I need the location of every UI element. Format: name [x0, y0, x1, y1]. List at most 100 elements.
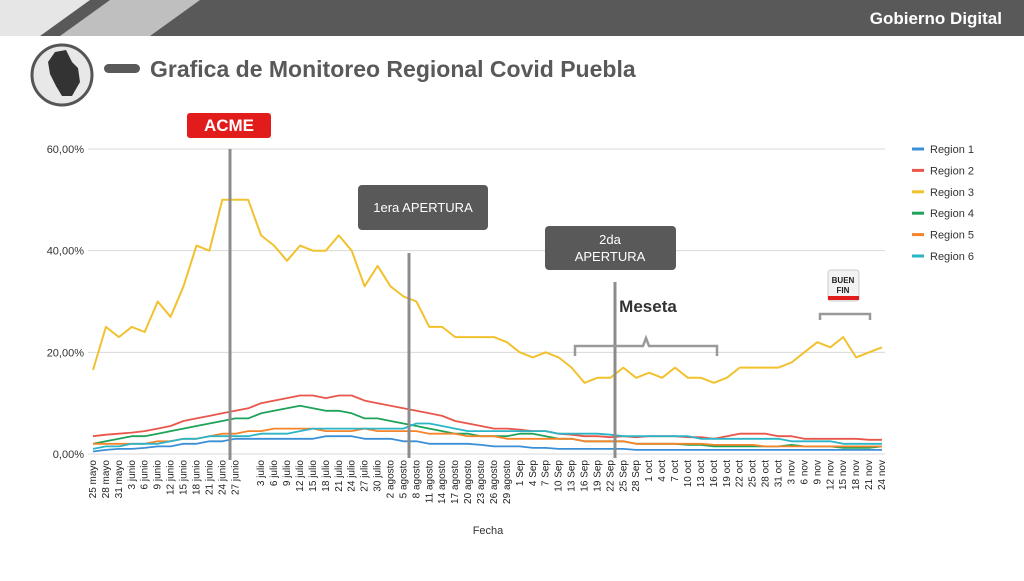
legend-label: Region 4 [930, 208, 974, 220]
x-tick-label: 25 Sep [618, 460, 629, 492]
header-title: Gobierno Digital [870, 9, 1002, 28]
x-tick-label: 13 Sep [567, 460, 578, 492]
x-tick-label: 28 mayo [101, 460, 112, 499]
y-tick-label: 60,00% [47, 144, 85, 156]
x-tick-label: 28 Sep [631, 460, 642, 492]
x-tick-label: 31 mayo [114, 460, 125, 499]
x-tick-label: 23 agosto [476, 460, 487, 504]
apertura1-box [358, 185, 488, 230]
y-tick-label: 40,00% [47, 246, 85, 258]
buen-fin-bracket [818, 312, 872, 320]
buen-fin-label: FIN [837, 286, 850, 295]
x-tick-label: 12 nov [825, 460, 836, 490]
x-tick-label: 9 junio [153, 460, 164, 490]
x-tick-label: 22 oct [735, 460, 746, 487]
x-tick-label: 3 junio [127, 460, 138, 490]
x-tick-label: 24 nov [877, 460, 888, 490]
x-tick-label: 6 julio [269, 460, 280, 487]
x-tick-label: 3 nov [786, 460, 797, 484]
x-tick-label: 11 agosto [424, 460, 435, 504]
x-tick-label: 24 julio [347, 460, 358, 492]
header-stripe [60, 0, 200, 36]
x-tick-label: 8 agosto [411, 460, 422, 499]
x-tick-label: 10 oct [683, 460, 694, 487]
apertura1-label: 1era APERTURA [373, 200, 473, 215]
x-axis-title: Fecha [473, 525, 504, 537]
apertura2-box [545, 226, 676, 270]
acme-box [187, 113, 271, 138]
y-tick-label: 20,00% [47, 347, 85, 359]
x-tick-label: 3 julio [256, 460, 267, 487]
x-tick-label: 25 oct [748, 460, 759, 487]
x-tick-label: 15 junio [179, 460, 190, 495]
x-tick-label: 17 agosto [450, 460, 461, 504]
buen-fin-icon [827, 269, 860, 302]
buen-fin-stripe [828, 296, 859, 300]
x-tick-label: 13 oct [696, 460, 707, 487]
x-tick-label: 6 junio [140, 460, 151, 490]
apertura2-label: APERTURA [575, 249, 646, 264]
plot: 0,00%20,00%40,00%60,00%25 mayo 28 mayo 31 … [47, 144, 974, 504]
acme-label: ACME [204, 116, 254, 135]
x-tick-label: 1 Sep [515, 460, 526, 487]
x-tick-label: 4 oct [657, 460, 668, 482]
x-tick-label: 1 oct [644, 460, 655, 482]
x-tick-label: 25 mayo [88, 460, 99, 499]
x-tick-label: 5 agosto [398, 460, 409, 499]
x-tick-label: 12 julio [295, 460, 306, 492]
x-tick-label: 21 junio [204, 460, 215, 495]
series-line [92, 422, 882, 450]
x-tick-label: 9 julio [282, 460, 293, 487]
series-line [92, 198, 883, 384]
x-tick-label: 14 agosto [437, 460, 448, 504]
annotations: ACME 1era APERTURA 2da APERTURA Meseta B… [187, 113, 872, 460]
series-line [92, 394, 882, 441]
legend-label: Region 2 [930, 165, 974, 177]
x-tick-label: 20 agosto [463, 460, 474, 504]
x-tick-label: 10 Sep [554, 460, 565, 492]
legend-label: Region 6 [930, 251, 974, 263]
x-tick-label: 18 julio [321, 460, 332, 492]
x-tick-label: 28 oct [761, 460, 772, 487]
title-pill [104, 64, 140, 73]
x-tick-label: 26 agosto [489, 460, 500, 504]
x-tick-label: 27 junio [230, 460, 241, 495]
logo-map [48, 50, 80, 96]
x-tick-label: 19 oct [722, 460, 733, 487]
buen-fin-label: BUEN [832, 276, 855, 285]
x-tick-label: 2 agosto [385, 460, 396, 499]
meseta-bracket [573, 334, 719, 356]
x-tick-label: 19 Sep [592, 460, 603, 492]
x-tick-label: 29 agosto [502, 460, 513, 504]
x-tick-label: 18 junio [191, 460, 202, 495]
x-tick-label: 21 julio [334, 460, 345, 492]
x-tick-label: 9 nov [812, 460, 823, 484]
x-tick-label: 15 julio [308, 460, 319, 492]
x-tick-label: 7 Sep [541, 460, 552, 487]
x-tick-label: 16 oct [709, 460, 720, 487]
legend-label: Region 3 [930, 187, 974, 199]
x-tick-label: 31 oct [774, 460, 785, 487]
x-tick-label: 18 nov [851, 460, 862, 490]
x-tick-label: 12 junio [166, 460, 177, 495]
slide-title: Grafica de Monitoreo Regional Covid Pueb… [150, 56, 636, 82]
series-line [93, 427, 882, 448]
x-tick-label: 21 nov [864, 460, 875, 490]
x-tick-label: 4 Sep [528, 460, 539, 487]
series-line [92, 435, 882, 453]
meseta-label: Meseta [619, 297, 677, 316]
header-stripe [0, 0, 90, 36]
x-tick-label: 15 nov [838, 460, 849, 490]
x-tick-label: 6 nov [799, 460, 810, 484]
x-tick-label: 30 julio [373, 460, 384, 492]
legend-label: Region 5 [930, 230, 974, 242]
x-tick-label: 27 julio [360, 460, 371, 492]
x-tick-label: 7 oct [670, 460, 681, 482]
x-tick-label: 22 Sep [605, 460, 616, 492]
legend-label: Region 1 [930, 144, 974, 156]
x-tick-label: 24 junio [217, 460, 228, 495]
x-tick-label: 16 Sep [580, 460, 591, 492]
apertura2-label: 2da [599, 232, 621, 247]
y-tick-label: 0,00% [53, 449, 84, 461]
